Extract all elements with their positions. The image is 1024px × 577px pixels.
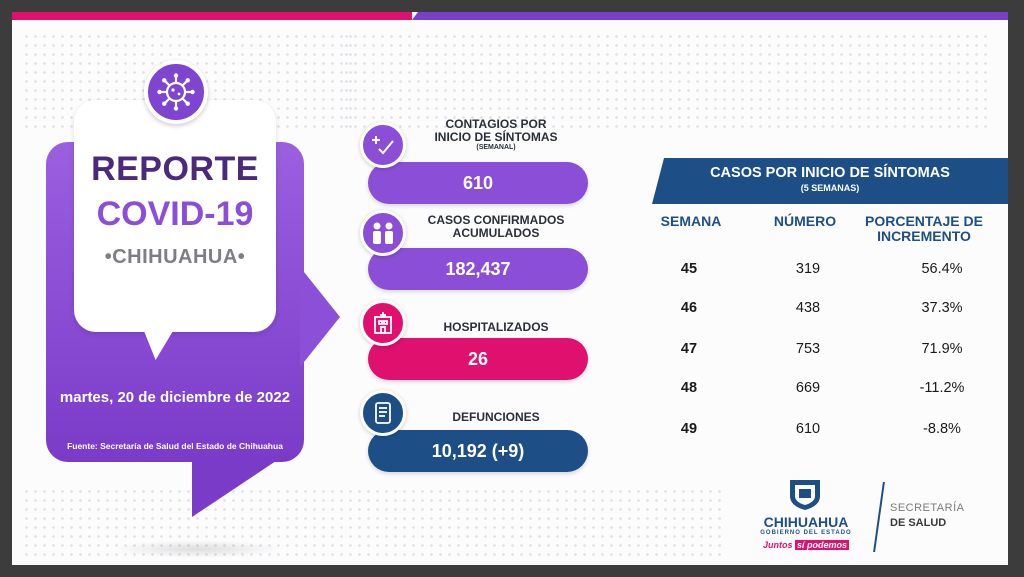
medical-staff-icon <box>360 210 406 256</box>
col-header-semana: SEMANA <box>660 213 722 229</box>
metric-label-contagios: CONTAGIOS POR INICIO DE SÍNTOMAS (SEMANA… <box>434 117 558 152</box>
table-title: CASOS POR INICIO DE SÍNTOMAS <box>710 165 950 181</box>
table-cell-week: 49 <box>680 421 698 437</box>
col-header-numero: NÚMERO <box>773 213 837 229</box>
table-cell-number: 669 <box>795 380 821 396</box>
slogan: Juntos sí podemos <box>762 540 850 550</box>
dot-pattern <box>342 32 992 132</box>
table-cell-number: 610 <box>795 421 821 437</box>
table-subtitle: (5 SEMANAS) <box>800 183 860 193</box>
top-accent-bar-purple <box>412 12 1008 20</box>
title-bubble <box>74 100 276 332</box>
state-logo-subtext: GOBIERNO DEL ESTADO <box>760 530 852 536</box>
metric-label-defunciones: DEFUNCIONES <box>452 410 540 424</box>
secretaria-line2: DE SALUD <box>890 517 947 529</box>
table-cell-pct: 56.4% <box>921 261 963 277</box>
report-subject: COVID-19 <box>96 195 254 233</box>
report-card-arrow <box>300 267 340 367</box>
state-shield-icon <box>786 474 824 512</box>
table-cell-week: 47 <box>680 341 698 357</box>
virus-icon <box>144 60 208 124</box>
report-slide: REPORTE COVID-19 •CHIHUAHUA• martes, 20 … <box>12 12 1008 565</box>
metric-value-defunciones: 10,192 (+9) <box>368 430 588 472</box>
col-header-porcentaje: PORCENTAJE DE INCREMENTO <box>865 213 983 244</box>
hospital-icon <box>360 300 406 346</box>
secretaria-line1: SECRETARÍA <box>890 502 965 514</box>
report-title: REPORTE <box>91 150 259 188</box>
report-location: •CHIHUAHUA• <box>104 246 246 268</box>
plus-check-icon <box>360 122 406 168</box>
dot-pattern <box>22 487 722 557</box>
metric-value-hospitalizados: 26 <box>368 338 588 380</box>
table-cell-number: 753 <box>795 341 821 357</box>
card-shadow <box>112 540 282 558</box>
table-cell-week: 46 <box>680 300 698 316</box>
metric-label-hospitalizados: HOSPITALIZADOS <box>443 320 549 334</box>
table-cell-pct: -11.2% <box>919 380 965 396</box>
table-banner: CASOS POR INICIO DE SÍNTOMAS (5 SEMANAS) <box>652 158 1008 204</box>
top-accent-bar-pink <box>12 12 412 20</box>
table-cell-week: 45 <box>680 261 698 277</box>
metric-value-contagios: 610 <box>368 162 588 204</box>
metric-value-confirmados: 182,437 <box>368 248 588 290</box>
document-scroll-icon <box>360 390 406 436</box>
state-logo-text: CHIHUAHUA <box>763 514 849 530</box>
table-cell-pct: -8.8% <box>923 421 961 437</box>
table-cell-number: 319 <box>795 261 821 277</box>
logo-divider <box>873 482 885 552</box>
table-cell-pct: 71.9% <box>921 341 963 357</box>
metric-label-confirmados: CASOS CONFIRMADOS ACUMULADOS <box>427 213 565 241</box>
report-date: martes, 20 de diciembre de 2022 <box>59 389 291 406</box>
report-source: Fuente: Secretaría de Salud del Estado d… <box>67 441 283 451</box>
table-cell-pct: 37.3% <box>921 300 963 316</box>
table-cell-week: 48 <box>680 380 698 396</box>
report-card-tail <box>192 457 282 517</box>
table-cell-number: 438 <box>795 300 821 316</box>
